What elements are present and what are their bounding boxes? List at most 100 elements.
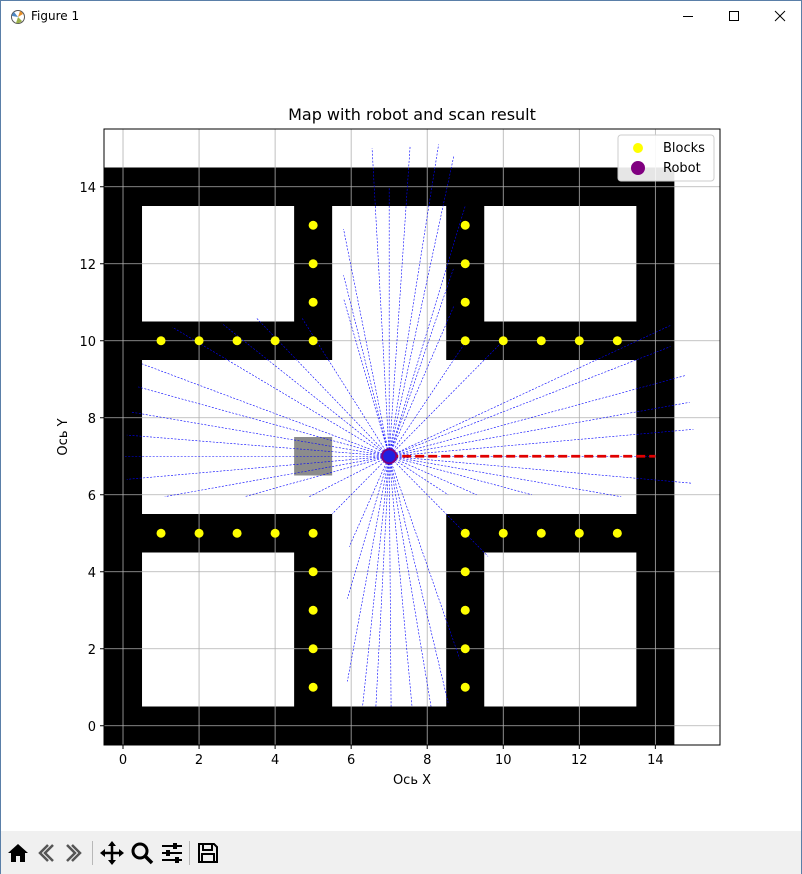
configure-subplots-button[interactable] [158, 839, 186, 867]
pan-icon [100, 841, 124, 865]
chart-title: Map with robot and scan result [288, 105, 536, 124]
zoom-icon [131, 842, 154, 865]
scan-ray [388, 305, 455, 457]
scan-ray [331, 456, 390, 515]
title-bar[interactable]: Figure 1 [1, 1, 801, 31]
block-point [460, 682, 470, 692]
maximize-button[interactable] [711, 1, 757, 31]
x-tick-label: 8 [423, 753, 431, 768]
y-tick-label: 10 [79, 335, 96, 350]
y-tick-label: 14 [79, 181, 96, 196]
scan-ray [343, 298, 390, 457]
y-tick-label: 12 [79, 258, 96, 273]
block-point [308, 528, 318, 538]
scan-ray [388, 456, 449, 703]
scan-ray [126, 434, 390, 457]
scan-ray [389, 402, 690, 457]
x-tick-label: 14 [647, 753, 664, 768]
legend-blocks-marker [633, 143, 643, 153]
scan-ray [348, 456, 390, 547]
y-tick-label: 0 [88, 720, 96, 735]
scan-ray [343, 275, 390, 457]
y-tick-label: 4 [88, 566, 96, 581]
x-tick-label: 4 [271, 753, 279, 768]
window-title: Figure 1 [31, 9, 80, 23]
block-point [460, 336, 470, 346]
block-point [308, 644, 318, 654]
block-point [194, 528, 204, 538]
free-area [142, 552, 295, 707]
scan-ray [388, 456, 432, 707]
scan-ray [389, 325, 671, 457]
close-icon [774, 10, 786, 22]
home-button[interactable] [4, 839, 32, 867]
block-point [536, 336, 546, 346]
axes-frame: 0 2 4 6 8 10 12 14 0 2 4 6 8 10 12 14 [79, 128, 721, 768]
scan-ray [221, 323, 390, 457]
save-button[interactable] [194, 839, 222, 867]
legend-blocks-label: Blocks [663, 141, 705, 156]
map-chart: 0 2 4 6 8 10 12 14 0 2 4 6 8 10 12 14 Map with robot an… [56, 105, 721, 788]
zoom-button[interactable] [128, 839, 156, 867]
block-points [156, 220, 622, 692]
block-point [574, 528, 584, 538]
minimize-button[interactable] [665, 1, 711, 31]
scan-ray [172, 327, 390, 457]
x-tick-label: 12 [571, 753, 588, 768]
scan-ray [389, 455, 692, 484]
toolbar-separator [92, 841, 93, 865]
scan-ray [347, 456, 390, 682]
block-point [460, 297, 470, 307]
scan-ray [389, 455, 532, 496]
scan-ray [371, 148, 390, 457]
block-point [460, 567, 470, 577]
block-point [460, 220, 470, 230]
plot-canvas[interactable]: 0 2 4 6 8 10 12 14 0 2 4 6 8 10 12 14 Map with robot an… [1, 31, 801, 831]
y-tick-label: 2 [88, 643, 96, 658]
block-point [460, 605, 470, 615]
block-point [308, 567, 318, 577]
plot-frame [103, 128, 721, 746]
scan-ray [309, 455, 390, 497]
block-point [308, 682, 318, 692]
scan-ray [388, 146, 411, 457]
block-point [270, 528, 280, 538]
forward-button[interactable] [60, 839, 88, 867]
back-button[interactable] [32, 839, 60, 867]
scan-ray [389, 455, 477, 496]
toolbar-separator [189, 841, 190, 865]
free-area [484, 552, 637, 707]
scan-ray [389, 455, 622, 497]
x-tick-label: 10 [495, 753, 512, 768]
scan-ray [388, 144, 439, 457]
legend: Blocks Robot [617, 134, 715, 182]
block-point [308, 336, 318, 346]
block-point [308, 605, 318, 615]
block-point [308, 220, 318, 230]
block-point [460, 259, 470, 269]
scan-ray [388, 267, 455, 457]
scan-ray [244, 455, 390, 497]
home-icon [8, 844, 28, 862]
matplotlib-logo-icon [11, 10, 25, 24]
maximize-icon [729, 11, 739, 21]
scan-ray [141, 363, 390, 457]
close-button[interactable] [757, 1, 802, 31]
block-point [308, 259, 318, 269]
block-point [460, 644, 470, 654]
scan-ray [255, 317, 390, 457]
forward-arrow-icon [66, 844, 82, 862]
scan-ray [389, 375, 686, 457]
block-point [194, 336, 204, 346]
block-point [232, 336, 242, 346]
x-axis-label: Ось X [393, 773, 431, 788]
scan-ray [126, 455, 390, 480]
block-point [612, 336, 622, 346]
grid-lines [104, 129, 720, 745]
x-tick-label: 0 [119, 753, 127, 768]
save-icon [198, 843, 218, 863]
y-tick-label: 8 [88, 412, 96, 427]
pan-button[interactable] [98, 839, 126, 867]
block-point [270, 336, 280, 346]
